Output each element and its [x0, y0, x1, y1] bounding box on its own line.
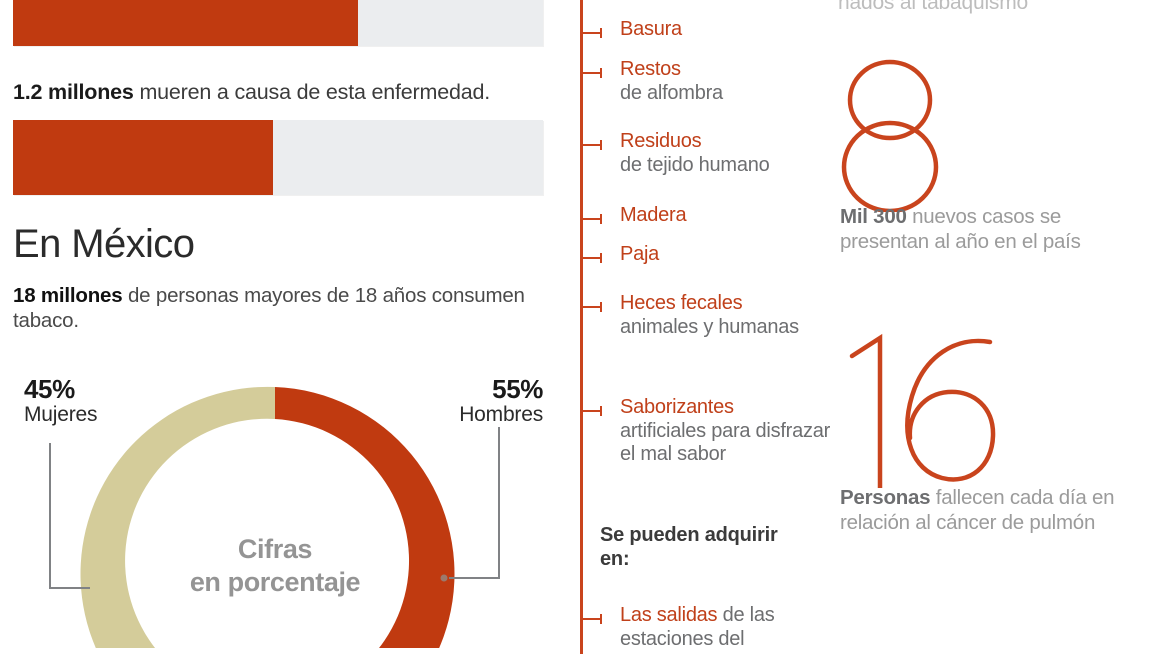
list-item-rest: de las estaciones del — [620, 604, 775, 650]
tick-marker-icon — [580, 140, 602, 150]
stat-1-rest: nuevos casos se presentan al año en el p… — [840, 205, 1081, 253]
list-item-text: Restos de alfombra — [620, 58, 830, 105]
list-item-text: Basura — [620, 18, 830, 42]
section-subtitle: 18 millones de personas mayores de 18 añ… — [13, 283, 533, 333]
list-item-text: Las salidas de las estaciones del — [620, 604, 830, 651]
list-spine — [580, 0, 583, 654]
tick-marker-icon — [580, 214, 602, 224]
stat-2-text: Personas fallecen cada día en relación a… — [840, 486, 1140, 535]
donut-leader-dot — [440, 574, 448, 582]
tick-marker-icon — [580, 406, 602, 416]
stat-2-bold: Personas — [840, 486, 931, 509]
bar-chart-track-2 — [13, 120, 543, 195]
donut-label-mujeres-pct: 45% — [24, 374, 75, 404]
bar-caption-1: 1.2 millones mueren a causa de esta enfe… — [13, 80, 553, 105]
donut-chart-svg — [49, 386, 500, 648]
list-item-highlight: Heces fecales — [620, 292, 743, 314]
donut-label-hombres: 55% Hombres — [457, 375, 543, 427]
donut-label-hombres-pct: 55% — [492, 374, 543, 404]
list-item-highlight: Madera — [620, 204, 687, 226]
donut-slice-hombres — [275, 387, 455, 648]
section-title: En México — [13, 222, 195, 266]
list-item-text: Heces fecales animales y humanas — [620, 292, 830, 339]
donut-leader-lines — [49, 427, 500, 589]
list-item-highlight: Restos — [620, 58, 681, 80]
big-number-8: 8 — [838, 52, 958, 217]
donut-label-mujeres: 45% Mujeres — [24, 375, 97, 427]
list-item-highlight: Basura — [620, 18, 682, 40]
list-item-rest: animales y humanas — [620, 315, 799, 338]
list-item-rest: de alfombra — [620, 81, 723, 104]
list-item-rest: de tejido humano — [620, 153, 770, 176]
list-item-highlight: Residuos — [620, 130, 702, 152]
list-item-text: Saborizantes artificiales para disfrazar… — [620, 396, 830, 467]
list-item-text: Residuos de tejido humano — [620, 130, 830, 177]
bar-caption-1-bold: 1.2 millones — [13, 80, 134, 104]
donut-chart: Cifras en porcentaje — [0, 350, 560, 648]
big-number-16-svg — [849, 333, 996, 491]
donut-center-caption: Cifras en porcentaje — [135, 533, 415, 599]
list-item-highlight: Las salidas — [620, 604, 718, 626]
tick-marker-icon — [580, 302, 602, 312]
stat-1-text: Mil 300 nuevos casos se presentan al año… — [840, 205, 1140, 254]
tick-marker-icon — [580, 68, 602, 78]
list-item-rest: artificiales para disfrazar el mal sabor — [620, 419, 830, 466]
list-subheading: Se pueden adquirir en: — [600, 524, 778, 570]
middle-column: Basura Restos de alfombra Residuos de te… — [560, 0, 830, 654]
donut-center-line-2: en porcentaje — [189, 567, 361, 597]
bar-chart-fill-2 — [13, 120, 273, 195]
big-number-16: 16 — [838, 318, 1018, 493]
list-item-text: Madera — [620, 204, 830, 228]
tick-marker-icon — [580, 253, 602, 263]
left-column: 1.2 millones mueren a causa de esta enfe… — [0, 0, 560, 648]
stat-1-bold: Mil 300 — [840, 205, 907, 228]
list-item-text: Paja — [620, 243, 830, 267]
bar-caption-1-rest: mueren a causa de esta enfermedad. — [133, 80, 491, 104]
donut-center-line-1: Cifras — [237, 534, 313, 564]
list-item-highlight: Paja — [620, 243, 660, 265]
tick-marker-icon — [580, 614, 602, 624]
donut-slice-mujeres — [80, 386, 275, 648]
section-subtitle-rest: de personas mayores de 18 años consumen … — [13, 284, 525, 332]
tick-marker-icon — [580, 28, 602, 38]
bar-chart-track-1 — [13, 0, 543, 46]
list-item-highlight: Saborizantes — [620, 396, 734, 418]
donut-label-hombres-name: Hombres — [459, 403, 543, 426]
stat-2-rest: fallecen cada día en relación al cáncer … — [840, 486, 1115, 534]
right-column: nados al tabaquismo 8 Mil 300 nuevos cas… — [830, 0, 1152, 648]
big-number-8-svg — [841, 59, 939, 214]
donut-label-mujeres-name: Mujeres — [24, 403, 98, 426]
bar-chart-fill-1 — [13, 0, 358, 46]
cut-off-text: nados al tabaquismo — [838, 0, 1028, 14]
section-subtitle-bold: 18 millones — [13, 284, 123, 307]
